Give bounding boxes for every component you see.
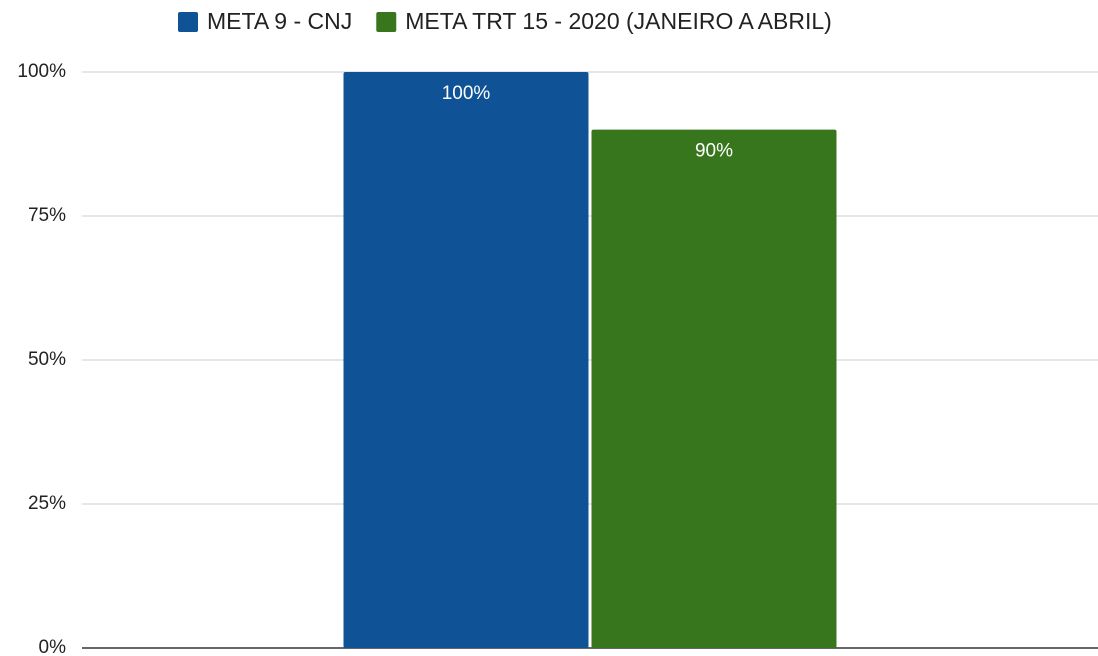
value-label: 100% [442,83,491,104]
legend-label: META 9 - CNJ [207,8,352,34]
y-tick-label: 50% [28,349,66,370]
legend-swatch [376,12,397,32]
y-tick-label: 75% [28,205,66,226]
bar [343,72,589,648]
value-label: 90% [695,141,733,162]
legend-swatch [178,12,198,32]
y-tick-label: 100% [17,61,66,82]
bar [591,129,837,649]
legend-label: META TRT 15 - 2020 (JANEIRO A ABRIL) [405,8,832,34]
y-tick-label: 0% [39,637,67,656]
y-tick-label: 25% [28,493,66,514]
